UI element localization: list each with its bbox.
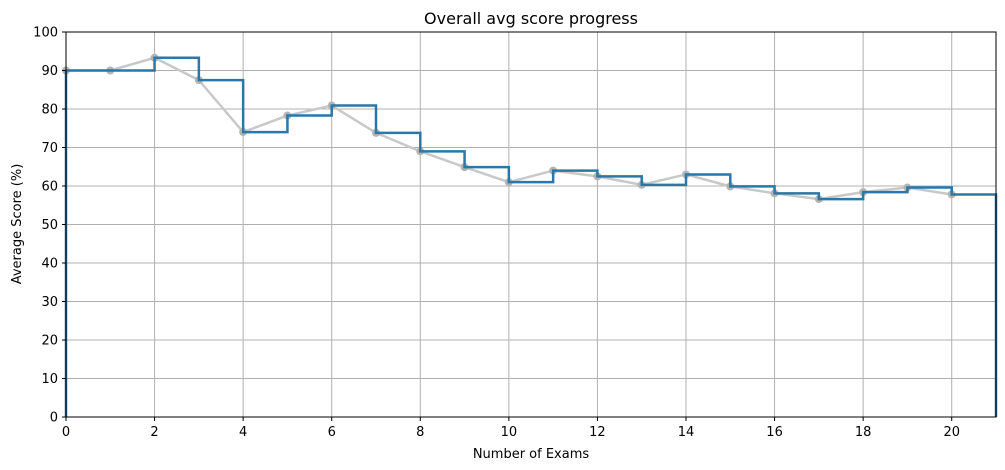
series-step-line <box>66 56 998 417</box>
y-tick-label: 70 <box>41 141 58 156</box>
chart-title: Overall avg score progress <box>424 9 638 28</box>
x-tick-label: 2 <box>150 425 158 440</box>
x-axis: 0 2 4 6 8 10 12 14 16 18 20 <box>62 417 960 440</box>
y-tick-label: 50 <box>41 218 58 233</box>
x-tick-label: 12 <box>589 425 606 440</box>
y-tick-label: 100 <box>33 26 58 41</box>
y-tick-label: 40 <box>41 257 58 272</box>
x-tick-label: 4 <box>239 425 247 440</box>
x-tick-label: 18 <box>855 425 872 440</box>
y-tick-label: 30 <box>41 295 58 310</box>
x-axis-title: Number of Exams <box>473 447 590 462</box>
x-tick-label: 16 <box>766 425 783 440</box>
x-tick-label: 10 <box>501 425 518 440</box>
y-axis-title: Average Score (%) <box>10 164 25 285</box>
y-axis: 0 10 20 30 40 50 60 70 80 90 100 <box>33 26 66 426</box>
x-tick-label: 0 <box>62 425 70 440</box>
y-tick-label: 10 <box>41 372 58 387</box>
y-tick-label: 60 <box>41 180 58 195</box>
y-tick-label: 20 <box>41 334 58 349</box>
y-tick-label: 90 <box>41 64 58 79</box>
x-tick-label: 8 <box>416 425 424 440</box>
x-tick-label: 14 <box>678 425 695 440</box>
y-tick-label: 0 <box>50 411 58 426</box>
x-tick-label: 20 <box>943 425 960 440</box>
x-tick-label: 6 <box>328 425 336 440</box>
y-tick-label: 80 <box>41 103 58 118</box>
series-layer <box>62 53 998 417</box>
